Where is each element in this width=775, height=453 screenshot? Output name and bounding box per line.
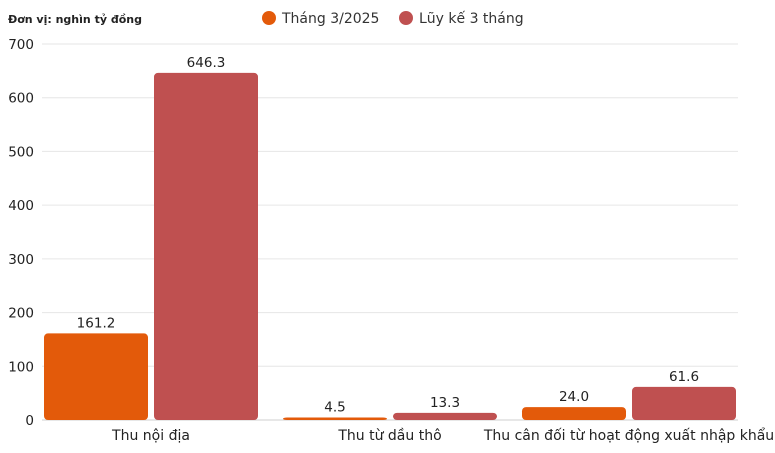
- unit-note: Đơn vị: nghìn tỷ đồng: [8, 13, 142, 26]
- data-label: 4.5: [324, 400, 345, 416]
- data-label: 161.2: [77, 315, 116, 331]
- bars: [44, 72, 736, 420]
- x-axis-categories: Thu nội địa Thu từ dầu thô Thu cân đối từ …: [111, 427, 774, 444]
- data-label: 24.0: [559, 389, 589, 405]
- data-label: 61.6: [669, 369, 699, 385]
- y-axis-ticks: 0 100 200 300 400 500 600 700: [8, 37, 34, 429]
- y-tick-label: 0: [25, 413, 34, 429]
- data-label: 646.3: [187, 55, 226, 71]
- value-labels: 161.2 646.3 4.5 13.3 24.0 61.6: [77, 55, 699, 416]
- y-tick-label: 200: [8, 306, 34, 322]
- x-category-label: Thu cân đối từ hoạt động xuất nhập khẩu: [483, 427, 774, 444]
- bar-series-1: [44, 333, 148, 420]
- y-tick-label: 400: [8, 198, 34, 214]
- legend-marker-series-2: [399, 11, 413, 25]
- y-tick-label: 600: [8, 91, 34, 107]
- y-tick-label: 100: [8, 359, 34, 375]
- x-category-label: Thu từ dầu thô: [337, 428, 441, 444]
- bar-series-2: [393, 412, 497, 420]
- data-label: 13.3: [430, 395, 460, 411]
- y-tick-label: 300: [8, 252, 34, 268]
- bar-series-1: [522, 407, 626, 420]
- bar-series-2: [154, 72, 258, 420]
- legend-marker-series-1: [262, 11, 276, 25]
- y-tick-label: 700: [8, 37, 34, 53]
- x-category-label: Thu nội địa: [111, 428, 190, 444]
- legend-label-series-2: Lũy kế 3 tháng: [419, 10, 524, 27]
- y-tick-label: 500: [8, 144, 34, 160]
- bar-series-1: [283, 417, 387, 420]
- legend: Tháng 3/2025 Lũy kế 3 tháng: [262, 10, 524, 27]
- bar-series-2: [632, 386, 736, 420]
- legend-label-series-1: Tháng 3/2025: [281, 11, 379, 27]
